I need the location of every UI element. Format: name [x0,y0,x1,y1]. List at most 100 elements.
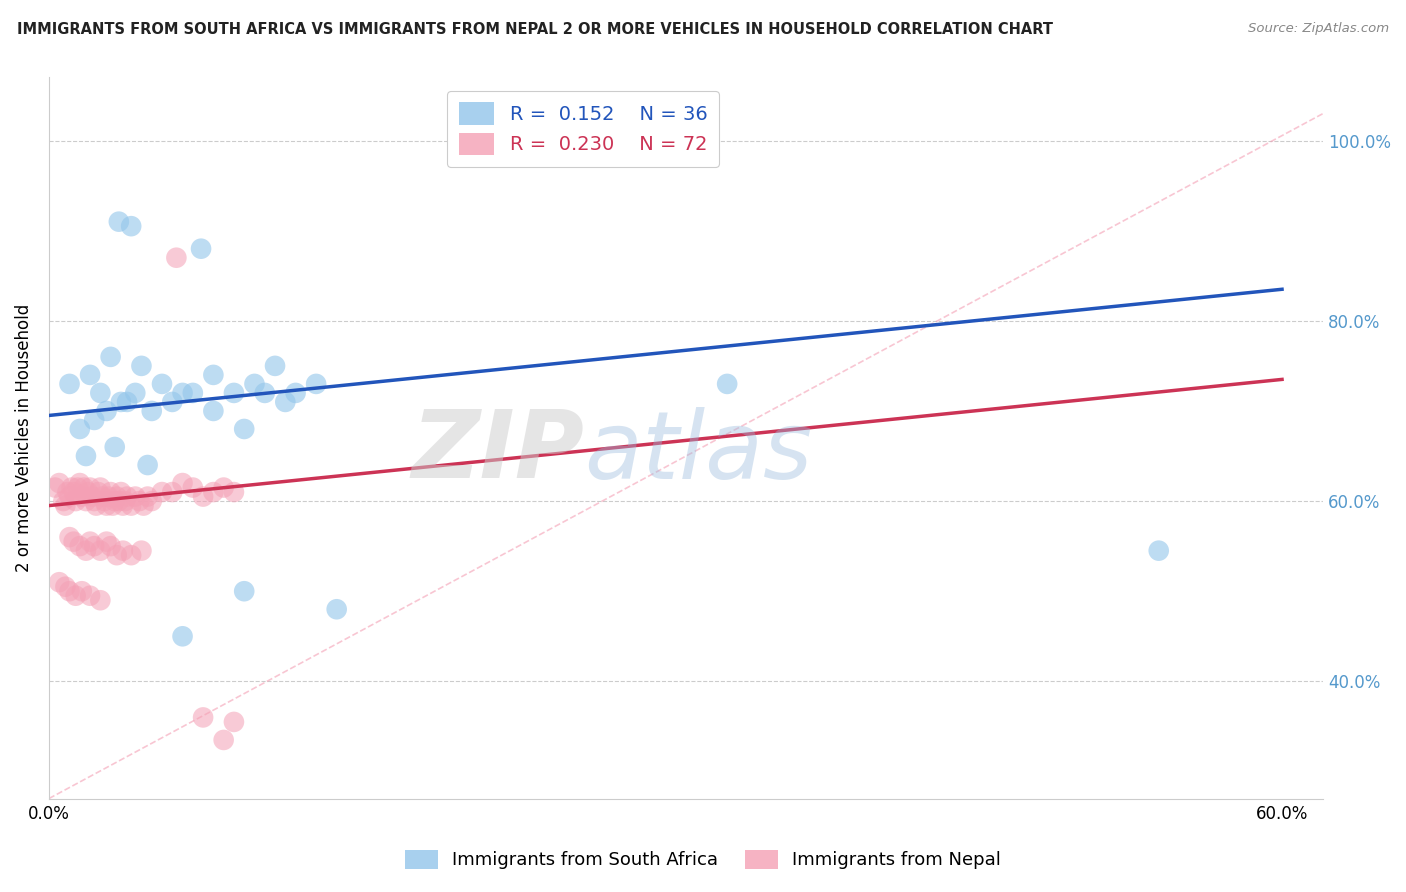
Point [222,485,245,500]
Point [120,548,142,562]
Point [48,476,70,491]
Point [58,530,80,544]
Legend: R =  0.152    N = 36, R =  0.230    N = 72: R = 0.152 N = 36, R = 0.230 N = 72 [447,91,718,167]
Point [89,385,111,400]
Point [253,385,276,400]
Point [66,481,89,495]
Point [165,251,187,265]
Point [114,494,136,508]
Point [62,485,84,500]
Point [83,413,105,427]
Point [124,490,146,504]
Point [69,476,91,491]
Point [120,219,142,234]
Point [69,539,91,553]
Point [73,481,96,495]
Point [222,714,245,729]
Point [136,458,159,472]
Point [264,359,287,373]
Point [132,499,155,513]
Point [58,584,80,599]
Point [150,376,173,391]
Point [100,485,122,500]
Point [150,485,173,500]
Point [202,485,225,500]
Point [65,494,87,508]
Point [181,481,204,495]
Point [91,490,114,504]
Point [83,494,105,508]
Point [131,359,153,373]
Point [96,404,118,418]
Point [110,485,132,500]
Point [77,485,100,500]
Point [212,733,235,747]
Point [97,490,120,504]
Point [100,539,122,553]
Point [87,485,110,500]
Point [82,490,104,504]
Point [115,395,138,409]
Point [105,490,128,504]
Point [222,385,245,400]
Point [243,376,266,391]
Point [172,385,194,400]
Point [89,543,111,558]
Point [141,404,163,418]
Point [284,385,307,400]
Point [104,494,127,508]
Point [93,494,115,508]
Point [100,350,122,364]
Point [89,593,111,607]
Text: Source: ZipAtlas.com: Source: ZipAtlas.com [1249,22,1389,36]
Point [172,629,194,643]
Point [108,214,131,228]
Point [104,440,127,454]
Point [60,481,83,495]
Point [84,499,107,513]
Point [202,368,225,382]
Point [190,242,212,256]
Point [70,490,93,504]
Point [75,449,97,463]
Point [105,548,128,562]
Point [108,494,131,508]
Y-axis label: 2 or more Vehicles in Household: 2 or more Vehicles in Household [15,304,32,572]
Point [191,710,214,724]
Point [110,395,132,409]
Point [233,584,256,599]
Point [58,490,80,504]
Point [111,499,134,513]
Point [56,485,79,500]
Point [1147,543,1170,558]
Point [120,499,142,513]
Point [181,385,204,400]
Point [115,490,138,504]
Point [70,584,93,599]
Point [75,494,97,508]
Point [202,404,225,418]
Point [62,534,84,549]
Point [136,490,159,504]
Point [101,499,124,513]
Legend: Immigrants from South Africa, Immigrants from Nepal: Immigrants from South Africa, Immigrants… [396,841,1010,879]
Point [55,580,77,594]
Point [233,422,256,436]
Point [111,543,134,558]
Text: ZIP: ZIP [411,407,583,499]
Point [48,575,70,590]
Point [274,395,297,409]
Point [96,499,118,513]
Point [79,481,101,495]
Text: IMMIGRANTS FROM SOUTH AFRICA VS IMMIGRANTS FROM NEPAL 2 OR MORE VEHICLES IN HOUS: IMMIGRANTS FROM SOUTH AFRICA VS IMMIGRAN… [17,22,1053,37]
Point [79,368,101,382]
Point [141,494,163,508]
Point [52,494,75,508]
Point [55,499,77,513]
Point [89,481,111,495]
Point [172,476,194,491]
Point [58,376,80,391]
Point [162,395,184,409]
Point [212,481,235,495]
Text: atlas: atlas [583,407,813,498]
